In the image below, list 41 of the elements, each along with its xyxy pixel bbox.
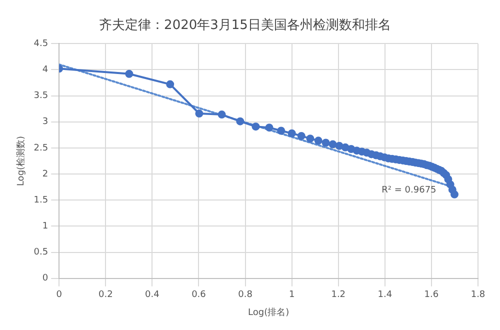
point — [218, 110, 226, 119]
point — [288, 129, 296, 138]
chart-title: 齐夫定律：2020年3月15日美国各州检测数和排名 — [99, 17, 391, 34]
x-tick-label: 0.6 — [192, 290, 206, 300]
x-tick-label: 1.6 — [424, 290, 439, 300]
x-tick-label: 0.8 — [238, 290, 253, 300]
point — [335, 142, 344, 150]
point — [166, 80, 174, 88]
y-tick-label: 2 — [42, 169, 48, 180]
annotation: R² = 0.9675 — [382, 186, 436, 196]
x-tick-label: 1.2 — [331, 290, 346, 300]
y-tick-label: 0.5 — [34, 248, 48, 258]
point — [125, 70, 134, 78]
point — [195, 110, 204, 118]
y-tick-label: 4.5 — [34, 38, 48, 49]
point — [314, 136, 322, 145]
point — [341, 143, 350, 152]
point — [450, 190, 458, 198]
y-tick-label: 1.5 — [34, 195, 48, 206]
x-tick-label: 1.4 — [378, 290, 392, 300]
y-tick-label: 3.5 — [34, 91, 48, 102]
y-tick-label: 0 — [42, 274, 48, 284]
point — [297, 132, 306, 140]
y-tick-label: 2.5 — [34, 143, 48, 154]
y-axis-title: Log(检测数) — [16, 136, 27, 186]
point — [265, 124, 274, 132]
point — [252, 122, 260, 131]
x-tick-label: 0 — [56, 290, 62, 300]
point — [328, 140, 337, 148]
y-tick-label: 3 — [42, 117, 48, 128]
x-tick-label: 0.4 — [145, 290, 160, 300]
x-tick-label: 0.2 — [98, 290, 113, 300]
point — [277, 126, 286, 135]
point — [236, 117, 244, 126]
y-tick-label: 1 — [42, 222, 48, 232]
point — [306, 134, 314, 143]
x-axis-title: Log(排名) — [248, 306, 290, 318]
x-tick-label: 1.8 — [470, 290, 486, 300]
point — [322, 138, 330, 147]
y-tick-label: 4 — [42, 65, 48, 76]
x-tick-label: 1 — [288, 290, 295, 300]
